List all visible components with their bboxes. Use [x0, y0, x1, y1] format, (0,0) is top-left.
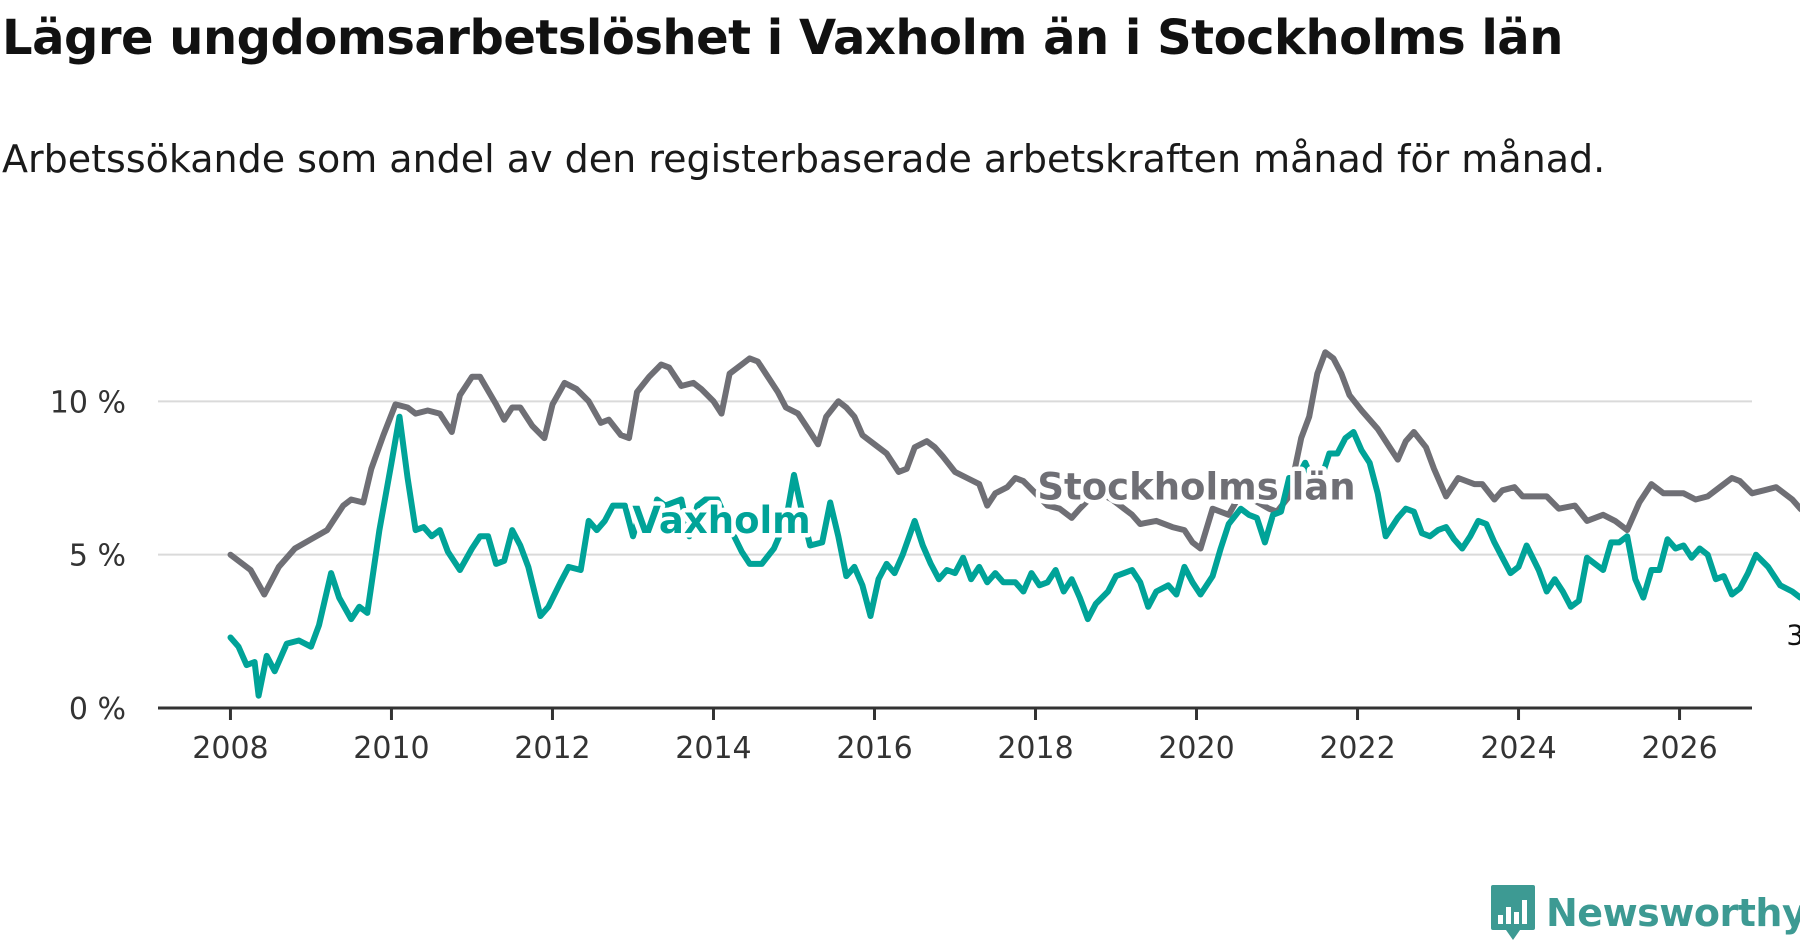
- series-line-stockholms-l-n: [227, 349, 1800, 598]
- logo-text: Newsworthy: [1546, 891, 1800, 935]
- x-tick-label: 2020: [1158, 731, 1234, 766]
- x-tick-label: 2014: [675, 731, 751, 766]
- y-tick-label: 10 %: [50, 385, 126, 420]
- x-tick-label: 2018: [997, 731, 1073, 766]
- gridlines: [158, 400, 1752, 556]
- x-tick-label: 2024: [1480, 731, 1556, 766]
- x-tick-label: 2010: [353, 731, 429, 766]
- x-tick-label: 2008: [192, 731, 268, 766]
- chart-title: Lägre ungdomsarbetslöshet i Vaxholm än i…: [2, 10, 1563, 66]
- series-name-label: Vaxholm: [632, 499, 810, 542]
- x-tick-label: 2012: [514, 731, 590, 766]
- newsworthy-logo-icon: [1491, 885, 1535, 940]
- series-line-vaxholm: [227, 413, 1800, 699]
- x-tick-label: 2026: [1641, 731, 1717, 766]
- x-tick-label: 2022: [1319, 731, 1395, 766]
- x-tick-label: 2016: [836, 731, 912, 766]
- series-lines: [227, 349, 1800, 699]
- series-name-label: Stockholms län: [1037, 465, 1355, 508]
- chart-subtitle: Arbetssökande som andel av den registerb…: [2, 137, 1606, 181]
- newsworthy-logo: Newsworthy: [1490, 884, 1800, 942]
- axes: 0 % 5 % 10 % 2008 2010 2012 2014 2016 2018 2020 20…: [50, 385, 1752, 766]
- end-value-label: 3,5 %: [1786, 619, 1800, 652]
- y-tick-label: 0 %: [69, 692, 126, 727]
- y-tick-label: 5 %: [69, 539, 126, 574]
